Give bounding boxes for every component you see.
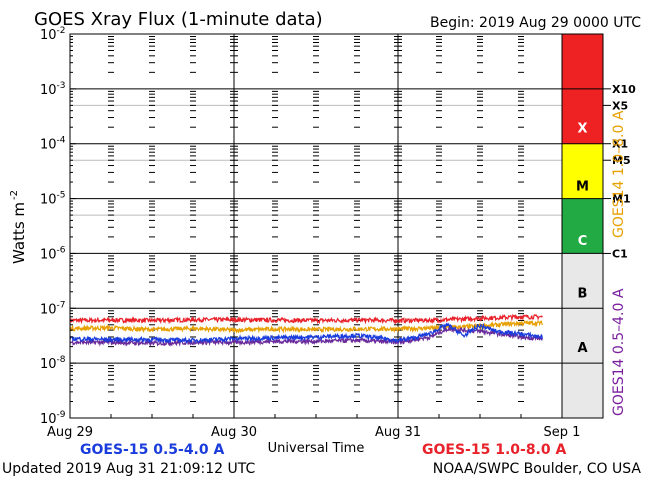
plot-frame bbox=[69, 33, 604, 419]
series-goes14-1-0-8-0-a bbox=[69, 319, 543, 334]
x-tick-label: Aug 29 bbox=[47, 425, 93, 440]
class-letter-a: A bbox=[577, 341, 587, 356]
class-marker-label: X10 bbox=[612, 83, 636, 96]
legend-goes15-long: GOES-15 1.0-8.0 A bbox=[422, 442, 566, 458]
y-tick-label: 10-8 bbox=[40, 355, 66, 372]
class-band-c bbox=[562, 198, 603, 254]
chart-title: GOES Xray Flux (1-minute data) bbox=[34, 9, 323, 30]
y-axis-label-exponent: -2 bbox=[9, 190, 20, 200]
x-axis: Aug 29 Aug 30 Aug 31 Sep 1 bbox=[47, 410, 580, 440]
class-letter-m: M bbox=[576, 179, 589, 194]
class-marker-label: C1 bbox=[612, 247, 628, 260]
x-tick-label: Aug 31 bbox=[375, 425, 421, 440]
legend-goes15-short: GOES-15 0.5-4.0 A bbox=[80, 442, 224, 458]
class-band-b bbox=[562, 253, 603, 309]
x-tick-label: Aug 30 bbox=[211, 425, 257, 440]
flare-class-band: X M C B A bbox=[562, 34, 603, 418]
y-tick-label: 10-6 bbox=[40, 245, 66, 262]
right-label-goes14-short: GOES14 0.5–4.0 A bbox=[611, 288, 627, 416]
series-goes14-0-5-4-0-a bbox=[69, 325, 543, 347]
y-axis-title: Watts m -2 bbox=[9, 190, 28, 264]
class-letter-x: X bbox=[577, 122, 587, 137]
y-axis: 10-2 10-3 10-4 10-5 10-6 10-7 10-8 10-9 bbox=[40, 26, 76, 427]
begin-time: Begin: 2019 Aug 29 0000 UTC bbox=[430, 15, 641, 31]
series-goes-15-0-5-4-0-a bbox=[69, 322, 543, 345]
class-letter-b: B bbox=[578, 286, 588, 301]
class-marker-label: M5 bbox=[612, 154, 631, 167]
y-tick-label: 10-3 bbox=[40, 81, 66, 98]
y-axis-label: Watts m bbox=[10, 202, 28, 264]
class-marker-label: M1 bbox=[612, 193, 631, 206]
y-tick-label: 10-9 bbox=[40, 410, 66, 427]
class-marker-label: X5 bbox=[612, 99, 628, 112]
right-label-goes14-long: GOES14 1.0–8.0 A bbox=[611, 110, 627, 238]
y-tick-label: 10-7 bbox=[40, 300, 66, 317]
x-axis-title: Universal Time bbox=[268, 441, 365, 456]
y-tick-label: 10-2 bbox=[40, 26, 66, 43]
updated-time: Updated 2019 Aug 31 21:09:12 UTC bbox=[2, 461, 255, 477]
flux-series bbox=[69, 313, 543, 347]
class-band-m bbox=[562, 143, 603, 199]
class-markers: X10 X5 X1 M5 M1 C1 bbox=[603, 83, 636, 260]
x-tick-label: Sep 1 bbox=[544, 425, 581, 440]
series-goes-15-1-0-8-0-a bbox=[69, 313, 543, 325]
y-tick-label: 10-5 bbox=[40, 191, 66, 208]
svg-text:Watts m-2: Watts m -2 bbox=[9, 190, 28, 264]
plot-grid bbox=[70, 34, 603, 418]
credit: NOAA/SWPC Boulder, CO USA bbox=[433, 461, 642, 477]
class-letter-c: C bbox=[578, 234, 588, 249]
y-tick-label: 10-4 bbox=[40, 136, 66, 153]
class-marker-label: X1 bbox=[612, 138, 628, 151]
